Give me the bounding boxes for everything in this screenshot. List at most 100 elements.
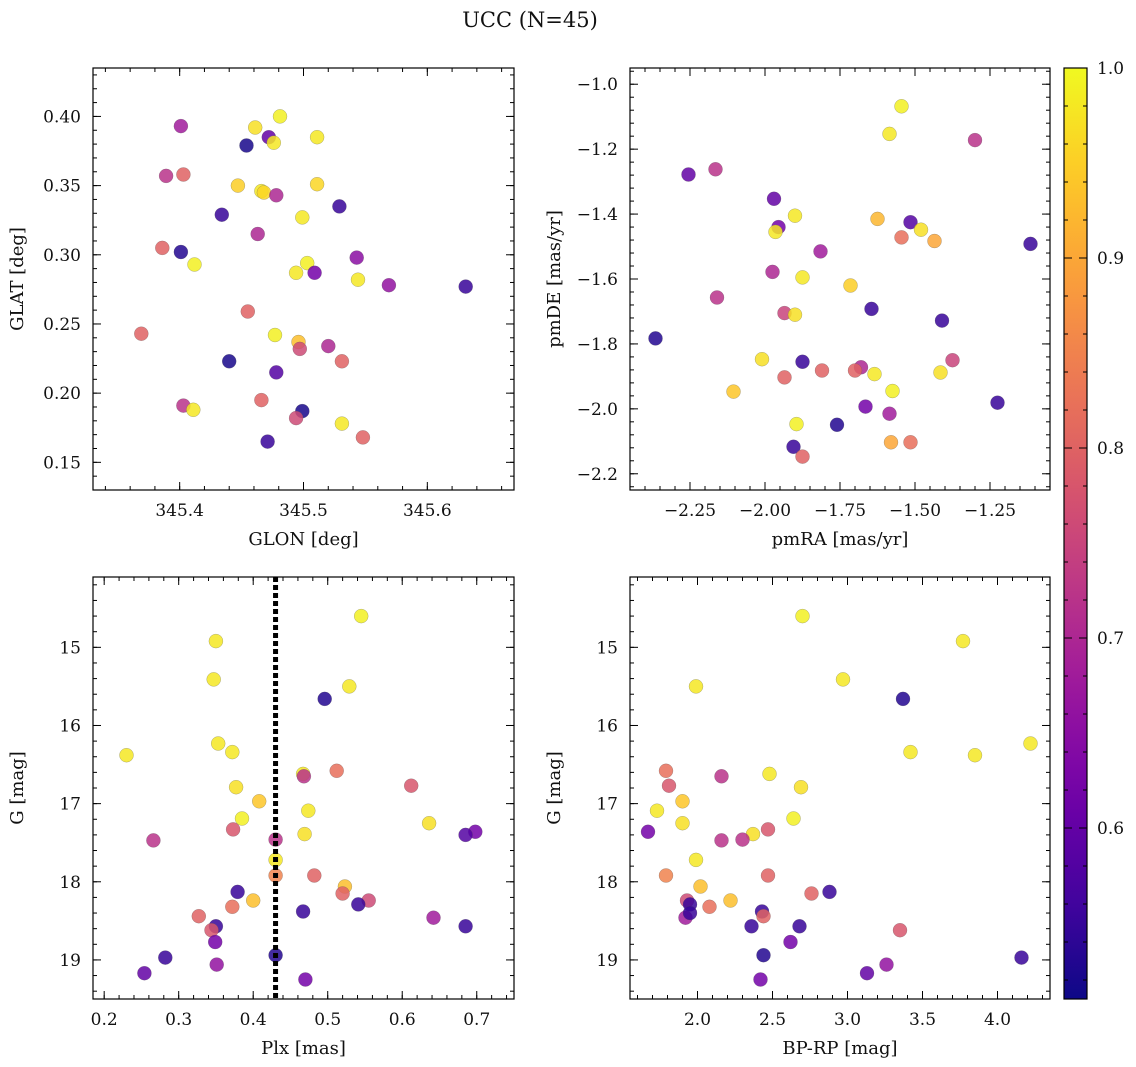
data-point: [458, 279, 473, 294]
data-point: [883, 435, 899, 450]
data-point: [119, 747, 134, 763]
data-point: [688, 679, 704, 694]
x-tick-label: 345.4: [155, 501, 204, 521]
data-point: [267, 327, 283, 343]
data-point: [191, 908, 207, 924]
data-point: [835, 672, 851, 687]
data-point: [299, 255, 315, 271]
data-point: [882, 406, 897, 421]
x-tick-label: 3.5: [909, 1010, 936, 1030]
axes-frame: [92, 576, 515, 1000]
data-point: [403, 778, 419, 793]
data-point: [709, 290, 725, 305]
axes-frame: [629, 576, 1051, 1000]
x-tick-label: 345.6: [403, 501, 452, 521]
data-point: [307, 265, 322, 281]
y-tick-label: −2.2: [577, 465, 618, 485]
scatter-points: [648, 99, 1038, 464]
data-point: [829, 417, 845, 433]
ticks: [629, 68, 1051, 490]
data-point: [795, 449, 810, 464]
panel-sky: 345.4 345.5 345.6 0.15 0.20 0.25 0.30 0.35 0.40 G…: [7, 67, 515, 550]
ticks: [93, 577, 514, 999]
y-axis-title: pmDE [mas/yr]: [544, 210, 565, 348]
panel-plx: 0.2 0.3 0.4 0.5 0.6 0.7 15 16 17 18 19 Plx [mas] G […: [7, 576, 515, 1059]
data-point: [349, 250, 364, 265]
x-tick-label: 0.2: [91, 1010, 118, 1030]
data-point: [787, 307, 803, 322]
ticks: [630, 577, 1050, 999]
data-point: [795, 354, 810, 370]
colorbar-tick-label: 0.7: [1097, 629, 1124, 649]
data-point: [768, 224, 783, 240]
data-point: [859, 965, 875, 981]
y-tick-label: −1.0: [577, 75, 618, 95]
data-point: [351, 897, 366, 912]
x-tick-label: −2.25: [664, 501, 716, 521]
data-point: [903, 744, 918, 760]
y-tick-label: 15: [59, 638, 81, 658]
data-point: [688, 852, 704, 868]
data-point: [208, 633, 224, 649]
y-tick-label: 0.30: [43, 246, 81, 266]
x-tick-label: 0.3: [165, 1010, 192, 1030]
panels: 345.4 345.5 345.6 0.15 0.20 0.25 0.30 0.35 0.40 G…: [7, 67, 1051, 1059]
data-point: [321, 338, 336, 354]
data-point: [967, 747, 983, 763]
x-tick-label: −1.75: [814, 501, 866, 521]
data-point: [789, 416, 804, 432]
x-tick-label: 0.7: [463, 1010, 490, 1030]
data-point: [288, 265, 304, 281]
x-axis-title: GLON [deg]: [248, 529, 358, 550]
data-point: [735, 832, 750, 847]
data-point: [903, 435, 918, 450]
ticks: [93, 68, 514, 491]
y-tick-label: 19: [596, 951, 618, 971]
data-point: [804, 886, 819, 901]
data-point: [795, 608, 810, 624]
data-point: [230, 884, 245, 900]
y-tick-label: 0.35: [43, 177, 81, 197]
data-point: [251, 794, 267, 809]
y-tick-label: 16: [59, 716, 81, 736]
data-point: [682, 905, 698, 921]
data-point: [783, 934, 798, 950]
y-tick-label: 0.20: [43, 384, 81, 404]
x-tick-label: 2.0: [684, 1010, 711, 1030]
data-point: [765, 264, 780, 280]
data-point: [307, 868, 322, 883]
data-point: [879, 957, 894, 972]
data-point: [329, 763, 344, 779]
data-point: [753, 972, 768, 987]
data-point: [335, 886, 350, 901]
data-point: [250, 226, 265, 242]
figure-title: UCC (N=45): [462, 8, 598, 32]
data-point: [137, 965, 152, 981]
data-point: [309, 176, 325, 192]
y-tick-label: 0.25: [43, 315, 81, 335]
data-point: [207, 934, 223, 950]
data-point: [894, 230, 909, 245]
y-tick-label: 18: [596, 873, 618, 893]
data-point: [272, 109, 288, 124]
data-point: [760, 822, 776, 837]
data-point: [793, 779, 809, 795]
data-point: [892, 922, 908, 938]
data-point: [870, 211, 885, 227]
data-point: [927, 233, 942, 249]
data-point: [421, 815, 437, 831]
data-point: [295, 904, 311, 919]
data-point: [214, 207, 230, 222]
x-tick-label: −1.25: [964, 501, 1016, 521]
colorbar: 0.6 0.7 0.8 0.9 1.0: [1063, 59, 1124, 1000]
data-point: [288, 410, 304, 426]
data-point: [146, 833, 161, 848]
x-tick-label: 0.6: [389, 1010, 416, 1030]
x-tick-label: 0.4: [240, 1010, 267, 1030]
data-point: [309, 129, 325, 145]
data-point: [210, 736, 226, 751]
data-point: [240, 304, 256, 319]
data-point: [247, 120, 263, 135]
data-point: [658, 763, 674, 779]
